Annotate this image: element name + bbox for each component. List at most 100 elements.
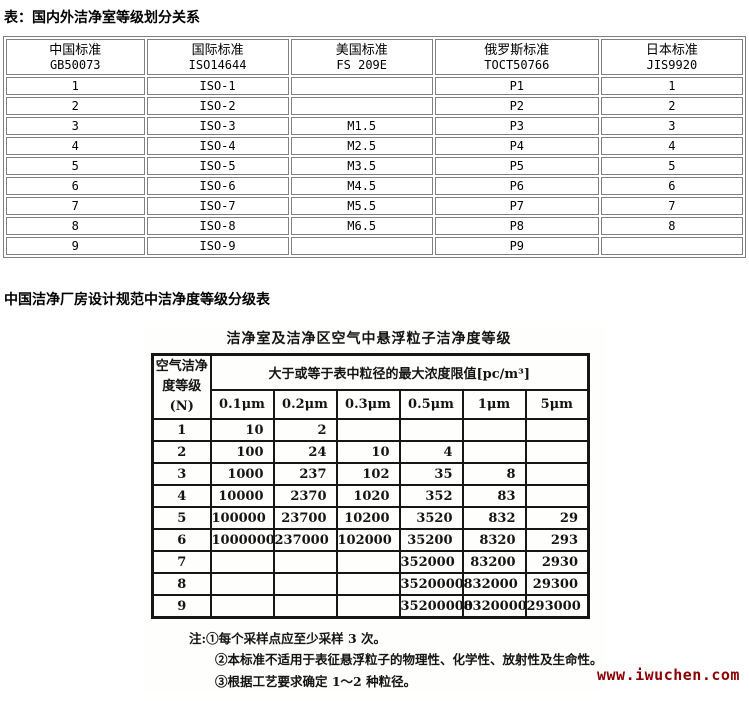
particle-size-header: 0.5μm	[398, 389, 464, 420]
grade-cell: 3	[151, 462, 212, 486]
limit-value-cell: 1020	[335, 484, 401, 508]
limit-value-cell	[209, 550, 275, 574]
standards-cell: M6.5	[290, 217, 433, 235]
standards-cell: 2	[600, 97, 743, 115]
limit-value-cell	[524, 418, 590, 442]
limit-value-cell: 24	[272, 440, 338, 464]
limit-value-cell: 100000	[209, 506, 275, 530]
grade-row: 7 352000 83200 2930	[151, 550, 590, 574]
grade-cell: 7	[151, 550, 212, 574]
standards-cell: 8	[600, 217, 743, 235]
standards-cell: 4	[6, 137, 145, 155]
standard-name: 美国标准	[335, 42, 388, 57]
standard-name: 中国标准	[49, 42, 102, 57]
limit-value-cell: 35200	[398, 528, 464, 552]
limit-value-cell	[524, 440, 590, 464]
grade-cell: 2	[151, 440, 212, 464]
note-line: ②本标准不适用于表征悬浮粒子的物理性、化学性、放射性及生命性。	[215, 652, 603, 668]
limit-value-cell	[524, 484, 590, 508]
limit-value-cell: 352000	[398, 550, 464, 574]
standards-col-header: 美国标准 FS 209E	[290, 39, 433, 75]
standard-code: FS 209E	[336, 58, 387, 72]
standards-col-header: 中国标准 GB50073	[6, 39, 145, 75]
standards-cell: ISO-7	[146, 197, 289, 215]
standards-cell: 5	[600, 157, 743, 175]
limit-value-cell: 2370	[272, 484, 338, 508]
standards-cell: P7	[434, 197, 599, 215]
limit-value-cell: 832	[461, 506, 527, 530]
standards-col-header: 日本标准 JIS9920	[600, 39, 743, 75]
standards-cell: ISO-5	[146, 157, 289, 175]
cleanliness-grade-table-body: 空气洁净 度等级 (N) 大于或等于表中粒径的最大浓度限值[pc/m³] 0.1μm 0.…	[151, 353, 590, 619]
limit-value-cell: 1000000	[209, 528, 275, 552]
particle-size-header: 0.1μm	[209, 389, 275, 420]
limit-value-cell	[335, 418, 401, 442]
limit-value-cell: 83	[461, 484, 527, 508]
standards-cell: 6	[6, 177, 145, 195]
limit-value-cell: 10000	[209, 484, 275, 508]
standards-cell: P6	[434, 177, 599, 195]
standards-cell: P2	[434, 97, 599, 115]
particle-size-header: 1μm	[461, 389, 527, 420]
header-line: (N)	[169, 399, 194, 415]
limit-value-cell: 10200	[335, 506, 401, 530]
limit-value-cell: 3520000	[398, 572, 464, 596]
standard-name: 国际标准	[191, 42, 244, 57]
standards-cell: P4	[434, 137, 599, 155]
limit-value-cell	[335, 550, 401, 574]
limit-value-cell: 237000	[272, 528, 338, 552]
standards-table-body: 1 ISO-1 P1 1 2 ISO-2 P2 2 3 ISO-3 M1.5 P3 3 4 ISO-4 M2.…	[6, 77, 743, 255]
standards-cell: P1	[434, 77, 599, 95]
limit-value-cell: 293	[524, 528, 590, 552]
standards-cell: ISO-3	[146, 117, 289, 135]
limit-value-cell: 29300	[524, 572, 590, 596]
standards-row: 6 ISO-6 M4.5 P6 6	[6, 177, 743, 195]
grade-cell: 6	[151, 528, 212, 552]
grade-cell: 9	[151, 594, 212, 619]
max-concentration-header: 大于或等于表中粒径的最大浓度限值[pc/m³]	[209, 353, 590, 391]
grade-cell: 8	[151, 572, 212, 596]
standards-row: 9 ISO-9 P9	[6, 237, 743, 255]
scan-header-row-1: 空气洁净 度等级 (N) 大于或等于表中粒径的最大浓度限值[pc/m³]	[151, 353, 590, 420]
grade-row: 4 10000 2370 1020 352 83	[151, 484, 590, 508]
limit-value-cell: 8320	[461, 528, 527, 552]
limit-value-cell: 23700	[272, 506, 338, 530]
limit-value-cell: 3520	[398, 506, 464, 530]
note-line: ③根据工艺要求确定 1～2 种粒径。	[215, 673, 417, 689]
standards-cell: M4.5	[290, 177, 433, 195]
grade-cell: 1	[151, 418, 212, 442]
limit-value-cell: 8320000	[461, 594, 527, 619]
standard-code: TOCT50766	[484, 58, 550, 72]
standards-cell: 3	[6, 117, 145, 135]
standards-row: 5 ISO-5 M3.5 P5 5	[6, 157, 743, 175]
standards-row: 1 ISO-1 P1 1	[6, 77, 743, 95]
grade-row: 5 100000 23700 10200 3520 832 29	[151, 506, 590, 530]
standards-cell: 3	[600, 117, 743, 135]
standards-cell: M1.5	[290, 117, 433, 135]
grade-row: 1 10 2	[151, 418, 590, 442]
cleanliness-grade-table: 空气洁净 度等级 (N) 大于或等于表中粒径的最大浓度限值[pc/m³] 0.1μm 0.…	[151, 353, 591, 619]
standards-cell: ISO-2	[146, 97, 289, 115]
standards-row: 8 ISO-8 M6.5 P8 8	[6, 217, 743, 235]
header-line: 度等级	[162, 378, 202, 394]
scan-notes: 注:①每个采样点应至少采样 3 次。 ②本标准不适用于表征悬浮粒子的物理性、化学性…	[189, 628, 605, 692]
limit-value-cell: 83200	[461, 550, 527, 574]
standards-table: 中国标准 GB50073 国际标准 ISO14644 美国标准 FS 209E 俄罗斯标准 T…	[3, 36, 746, 258]
standards-cell: M5.5	[290, 197, 433, 215]
standards-cell	[600, 237, 743, 255]
limit-value-cell: 1000	[209, 462, 275, 486]
standards-cell: 5	[6, 157, 145, 175]
standards-row: 2 ISO-2 P2 2	[6, 97, 743, 115]
standards-cell: M2.5	[290, 137, 433, 155]
standards-cell	[290, 237, 433, 255]
standards-cell: 7	[600, 197, 743, 215]
limit-value-cell	[272, 594, 338, 619]
section1-title: 表：国内外洁净室等级划分关系	[4, 9, 200, 25]
limit-value-cell: 8	[461, 462, 527, 486]
standards-header-row: 中国标准 GB50073 国际标准 ISO14644 美国标准 FS 209E 俄罗斯标准 T…	[6, 39, 743, 75]
standards-cell: P8	[434, 217, 599, 235]
grade-row: 3 1000 237 102 35 8	[151, 462, 590, 486]
scan-header-row-2: 0.1μm 0.2μm 0.3μm 0.5μm 1μm 5μm	[153, 389, 590, 420]
limit-value-cell: 293000	[524, 594, 590, 619]
standards-cell: 1	[600, 77, 743, 95]
